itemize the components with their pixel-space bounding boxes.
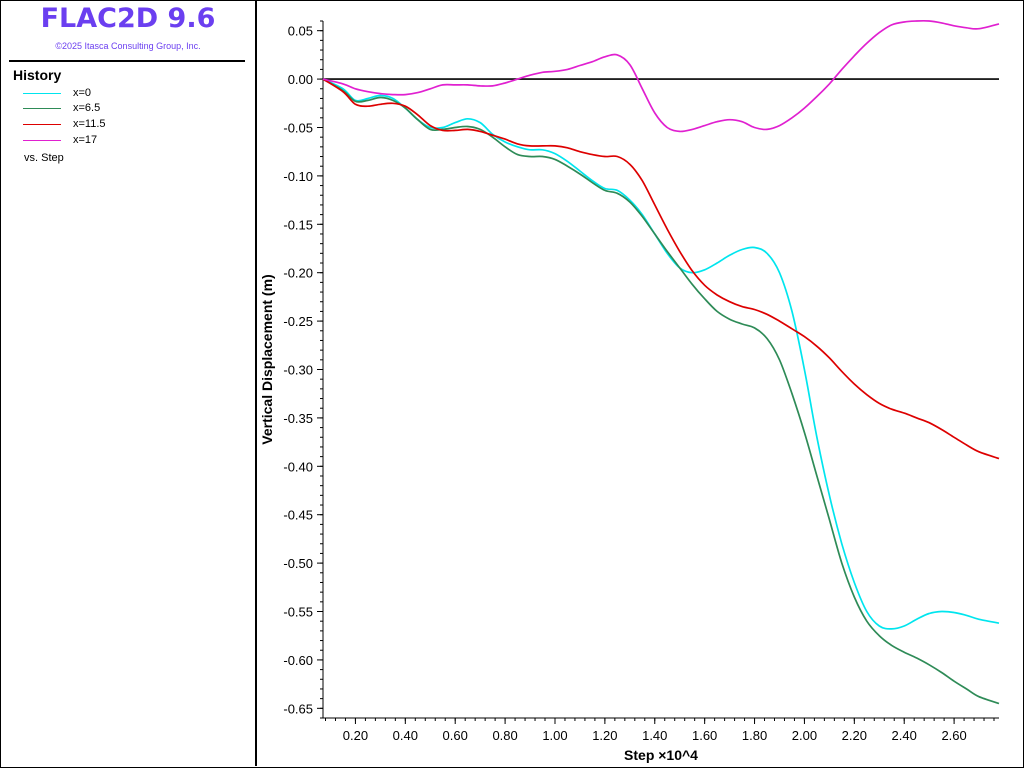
x-tick-label: 1.80	[742, 728, 767, 743]
x-tick-label: 2.00	[792, 728, 817, 743]
legend-label-x6-5: x=6.5	[73, 102, 101, 114]
series-line-x-6-5	[322, 78, 1000, 705]
y-tick-label: -0.55	[283, 605, 313, 620]
y-tick-label: 0.00	[288, 72, 313, 87]
x-tick-label: 1.00	[542, 728, 567, 743]
legend-swatch-x6-5	[23, 108, 61, 109]
y-tick-label: -0.45	[283, 508, 313, 523]
x-tick-label: 1.40	[642, 728, 667, 743]
x-tick-label: 2.20	[842, 728, 867, 743]
series-line-x-0	[322, 78, 1000, 630]
legend-swatch-x17	[23, 140, 61, 141]
x-tick-label: 0.20	[343, 728, 368, 743]
series-line-x-17	[322, 19, 1000, 133]
legend-swatch-x11-5	[23, 124, 61, 125]
x-tick-label: 0.80	[492, 728, 517, 743]
app-title: FLAC2D 9.6	[40, 3, 216, 34]
y-axis-title: Vertical Displacement (m)	[259, 274, 275, 444]
y-tick-label: -0.65	[283, 701, 313, 716]
y-tick-label: -0.10	[283, 169, 313, 184]
x-tick-label: 0.60	[443, 728, 468, 743]
x-tick-label: 0.40	[393, 728, 418, 743]
legend-heading: History	[13, 67, 62, 83]
y-tick-label: -0.35	[283, 411, 313, 426]
legend-vs-label: vs. Step	[24, 152, 64, 164]
y-tick-label: -0.05	[283, 120, 313, 135]
y-tick-label: -0.15	[283, 217, 313, 232]
y-tick-label: -0.25	[283, 314, 313, 329]
series-line-x-11-5	[322, 78, 1000, 460]
y-tick-label: -0.20	[283, 266, 313, 281]
y-tick-label: -0.50	[283, 556, 313, 571]
y-tick-label: -0.60	[283, 653, 313, 668]
y-tick-label: 0.05	[288, 24, 313, 39]
x-tick-label: 2.40	[892, 728, 917, 743]
history-plot[interactable]: 0.05 0.00 -0.05 -0.10 -0.15 -0.20 -0.25 -0.30 -0…	[257, 1, 1023, 766]
y-tick-label: -0.40	[283, 459, 313, 474]
x-tick-label: 1.20	[592, 728, 617, 743]
legend-label-x17: x=17	[73, 134, 98, 146]
legend-swatch-x0	[23, 93, 61, 94]
sidebar-panel: FLAC2D 9.6 ©2025 Itasca Consulting Group…	[1, 1, 257, 766]
legend-label-x11-5: x=11.5	[73, 118, 106, 130]
x-tick-label: 2.60	[941, 728, 966, 743]
copyright-text: ©2025 Itasca Consulting Group, Inc.	[55, 41, 201, 51]
title-divider	[9, 60, 245, 62]
legend-label-x0: x=0	[73, 87, 92, 99]
x-tick-label: 1.60	[692, 728, 717, 743]
x-axis-title: Step ×10^4	[624, 747, 698, 763]
y-tick-label: -0.30	[283, 363, 313, 378]
